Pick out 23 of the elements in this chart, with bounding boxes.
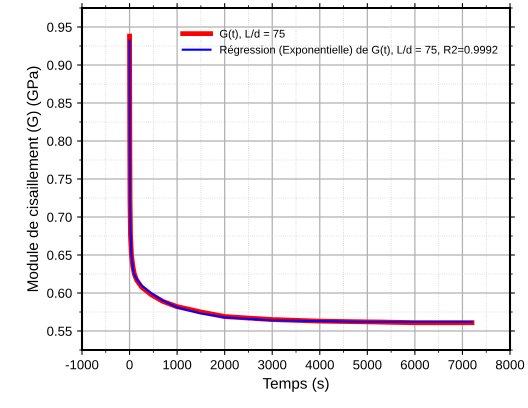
x-tick-label: 7000 <box>448 360 477 370</box>
y-tick-label: 0.70 <box>47 212 72 222</box>
y-tick-label: 0.80 <box>47 136 72 146</box>
y-tick-label: 0.60 <box>47 288 72 298</box>
legend-label: G(t), L/d = 75 <box>220 29 285 40</box>
y-tick-label: 0.75 <box>47 174 72 184</box>
x-tick-label: 1000 <box>163 360 192 370</box>
x-tick-label: 4000 <box>305 360 334 370</box>
x-tick-label: -1000 <box>66 360 98 370</box>
y-tick-label: 0.55 <box>47 326 72 336</box>
x-tick-label: 8000 <box>496 360 524 370</box>
x-tick-label: 3000 <box>258 360 286 370</box>
y-tick-label: 0.95 <box>47 22 72 32</box>
x-tick-label: 5000 <box>353 360 382 370</box>
y-tick-label: 0.65 <box>47 250 72 260</box>
x-tick-label: 0 <box>126 360 133 370</box>
y-tick-label: 0.90 <box>47 60 72 70</box>
y-axis-title: Module de cisaillement (G) (GPa) <box>26 66 42 292</box>
x-tick-label: 6000 <box>400 360 430 370</box>
x-axis-title: Temps (s) <box>262 378 329 392</box>
x-tick-label: 2000 <box>210 360 239 370</box>
y-tick-label: 0.85 <box>47 98 72 108</box>
legend-label: Régression (Exponentielle) de G(t), L/d = 75, R2=0.9992 <box>220 45 498 56</box>
